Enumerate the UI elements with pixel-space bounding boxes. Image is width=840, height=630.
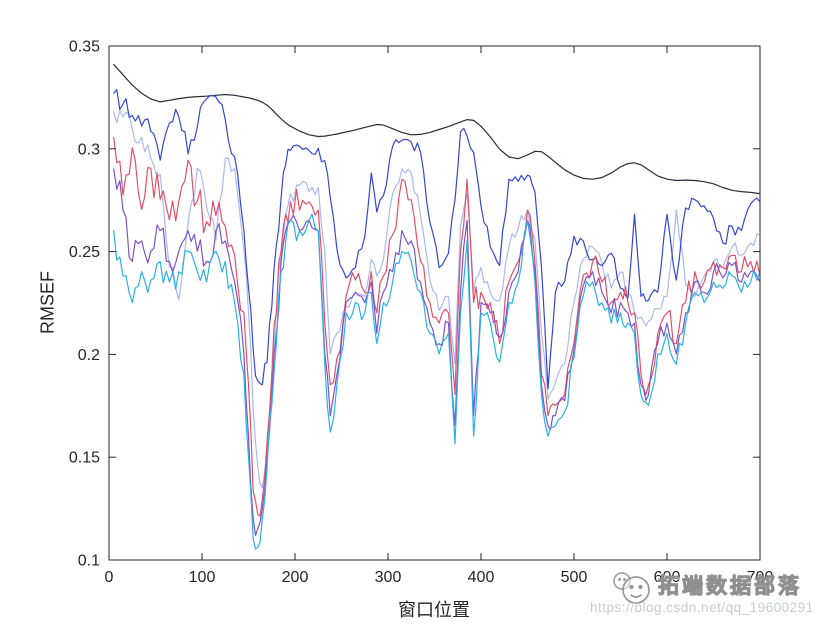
- series-black: [113, 63, 761, 195]
- series-cyan: [113, 213, 761, 550]
- x-tick-label: 300: [375, 569, 402, 586]
- x-tick-label: 700: [747, 569, 774, 586]
- x-axis-label: 窗口位置: [398, 600, 470, 620]
- x-tick-label: 100: [189, 569, 216, 586]
- y-tick-label: 0.1: [78, 553, 100, 570]
- series-purple: [113, 168, 761, 537]
- series-lightblue: [113, 110, 761, 489]
- x-tick-label: 200: [282, 569, 309, 586]
- y-tick-label: 0.2: [78, 347, 100, 364]
- y-axis-label: RMSEF: [37, 271, 58, 334]
- series-red: [113, 136, 761, 517]
- x-tick-label: 500: [561, 569, 588, 586]
- y-tick-label: 0.35: [69, 39, 100, 56]
- y-tick-label: 0.3: [78, 141, 100, 158]
- axes-box: [108, 45, 761, 561]
- y-tick-label: 0.25: [69, 244, 100, 261]
- y-tick-label: 0.15: [69, 450, 100, 467]
- series-blue: [113, 88, 761, 390]
- x-tick-label: 0: [105, 569, 114, 586]
- x-tick-label: 600: [654, 569, 681, 586]
- x-tick-label: 400: [468, 569, 495, 586]
